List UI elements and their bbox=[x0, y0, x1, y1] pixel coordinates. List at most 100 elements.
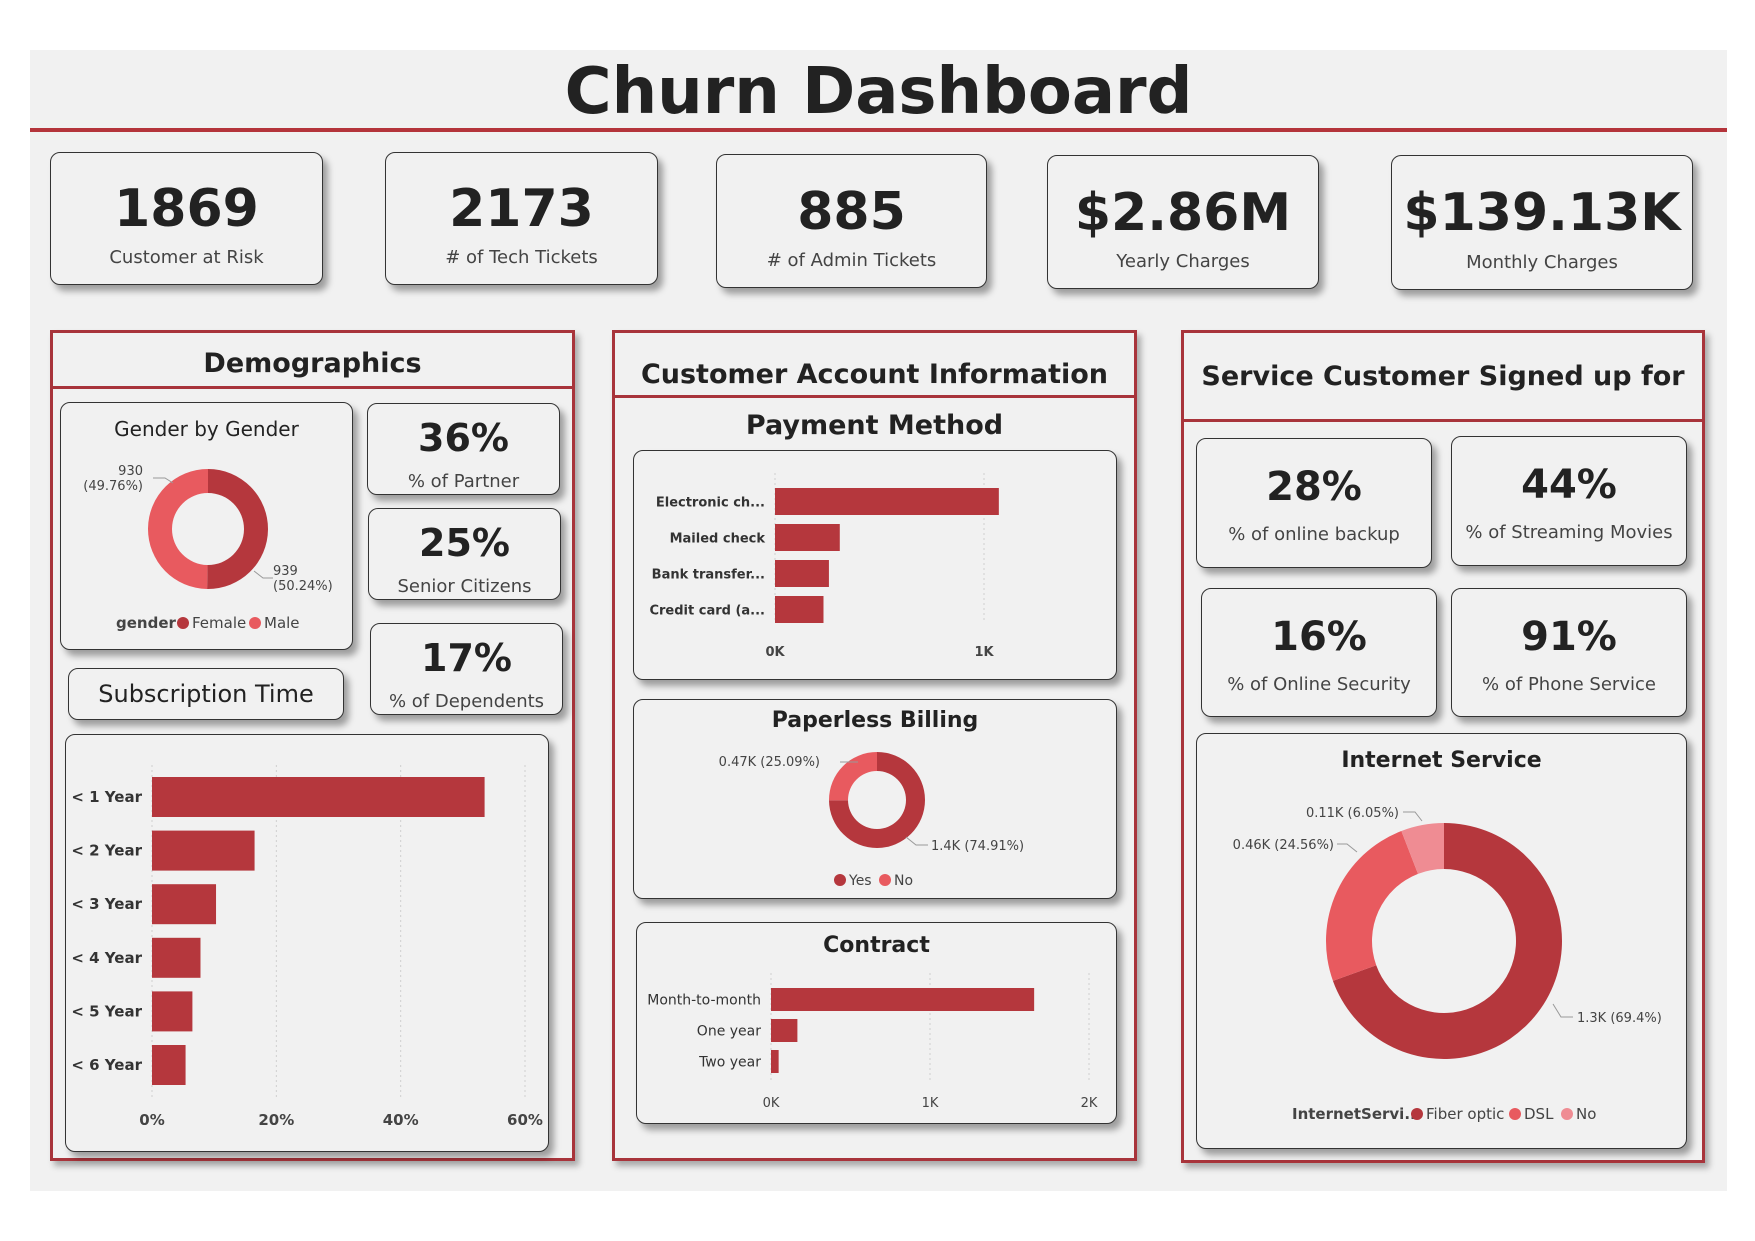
page-title: Churn Dashboard bbox=[564, 55, 1193, 129]
phone-service-stat-card[interactable]: 91% % of Phone Service bbox=[1451, 588, 1687, 717]
services-title: Service Customer Signed up for bbox=[1201, 361, 1685, 392]
section-divider bbox=[615, 395, 1134, 398]
donut-slice-dsl bbox=[1326, 830, 1418, 981]
label-leader bbox=[1552, 1003, 1573, 1018]
legend-label: No bbox=[894, 873, 913, 889]
donut-slice-fiber-optic bbox=[1332, 823, 1562, 1059]
kpi-label: # of Tech Tickets bbox=[445, 247, 598, 268]
bar bbox=[771, 1019, 798, 1042]
legend-marker bbox=[177, 617, 189, 629]
category-label: Credit card (a... bbox=[649, 604, 765, 619]
category-label: One year bbox=[697, 1024, 761, 1040]
category-label: Month-to-month bbox=[647, 993, 761, 1009]
x-tick-label: 20% bbox=[258, 1111, 294, 1129]
stat-value: 44% bbox=[1521, 462, 1617, 508]
stat-value: 17% bbox=[421, 636, 512, 680]
kpi-value: 885 bbox=[797, 182, 906, 242]
donut-slice-yes bbox=[829, 752, 925, 848]
stat-value: 36% bbox=[418, 416, 509, 460]
category-label: Mailed check bbox=[670, 532, 766, 547]
online-security-stat-card[interactable]: 16% % of Online Security bbox=[1201, 588, 1437, 717]
kpi-card-tech-tickets[interactable]: 2173 # of Tech Tickets bbox=[385, 152, 658, 285]
account-section: Customer Account Information Payment Met… bbox=[612, 330, 1137, 1161]
kpi-card-admin-tickets[interactable]: 885 # of Admin Tickets bbox=[716, 154, 987, 288]
account-title: Customer Account Information bbox=[640, 359, 1109, 390]
stat-value: 25% bbox=[419, 521, 510, 565]
x-tick-label: 0K bbox=[763, 1096, 780, 1111]
x-tick-label: 1K bbox=[922, 1096, 939, 1111]
paperless-title: Paperless Billing bbox=[771, 708, 979, 733]
kpi-value: 2173 bbox=[449, 179, 594, 239]
stat-label: % of Online Security bbox=[1227, 674, 1411, 695]
subscription-chart-card[interactable]: 0% 20% 40% 60% < 1 Year < 2 Year < 3 Year < 4 Y… bbox=[65, 734, 549, 1152]
payment-bar-chart: 0K 1K Electronic ch... Mailed check Bank tra… bbox=[649, 473, 999, 660]
online-backup-stat-card[interactable]: 28% % of online backup bbox=[1196, 438, 1432, 568]
contract-chart-card[interactable]: Contract 0K 1K 2K Month-to-month One year Two… bbox=[636, 922, 1117, 1124]
stat-label: % of Streaming Movies bbox=[1465, 522, 1673, 543]
label-leader bbox=[1337, 843, 1358, 853]
kpi-card-customer-at-risk[interactable]: 1869 Customer at Risk bbox=[50, 152, 323, 285]
data-label: 0.11K (6.05%) bbox=[1306, 806, 1399, 821]
payment-chart-card[interactable]: 0K 1K Electronic ch... Mailed check Bank tra… bbox=[633, 450, 1117, 680]
data-label: 1.4K (74.91%) bbox=[931, 839, 1024, 854]
data-label: (49.76%) bbox=[83, 479, 143, 494]
category-label: < 4 Year bbox=[71, 949, 142, 967]
legend-marker bbox=[1509, 1108, 1521, 1120]
legend-label: Male bbox=[264, 614, 300, 632]
bar bbox=[152, 991, 193, 1032]
x-tick-label: 60% bbox=[507, 1111, 543, 1129]
legend-marker bbox=[249, 617, 261, 629]
stat-label: % of online backup bbox=[1228, 524, 1400, 545]
bar bbox=[771, 988, 1035, 1011]
kpi-value: $2.86M bbox=[1074, 183, 1292, 243]
kpi-card-yearly-charges[interactable]: $2.86M Yearly Charges bbox=[1047, 155, 1319, 289]
kpi-value: $139.13K bbox=[1403, 183, 1681, 243]
streaming-movies-stat-card[interactable]: 44% % of Streaming Movies bbox=[1451, 436, 1687, 566]
senior-citizens-stat-card[interactable]: 25% Senior Citizens bbox=[368, 508, 561, 600]
category-label: < 1 Year bbox=[71, 788, 142, 806]
category-label: < 5 Year bbox=[71, 1002, 142, 1020]
kpi-label: Customer at Risk bbox=[109, 247, 264, 268]
legend-label: DSL bbox=[1524, 1105, 1554, 1123]
x-tick-label: 40% bbox=[383, 1111, 419, 1129]
category-label: Two year bbox=[698, 1055, 761, 1071]
legend-title: InternetServi... bbox=[1292, 1105, 1421, 1123]
bar bbox=[152, 937, 201, 978]
data-label: 0.46K (24.56%) bbox=[1233, 838, 1334, 853]
legend-marker bbox=[1561, 1108, 1573, 1120]
demographics-title: Demographics bbox=[203, 348, 422, 379]
x-tick-label: 2K bbox=[1081, 1096, 1098, 1111]
data-label: 930 bbox=[118, 464, 143, 479]
legend-marker bbox=[1411, 1108, 1423, 1120]
donut-slice-female bbox=[207, 469, 268, 589]
stat-label: Senior Citizens bbox=[397, 576, 532, 597]
category-label: < 3 Year bbox=[71, 895, 142, 913]
contract-bar-chart: 0K 1K 2K Month-to-month One year Two year bbox=[647, 973, 1098, 1111]
paperless-chart-card[interactable]: Paperless Billing 0.47K (25.09%) 1.4K (74… bbox=[633, 699, 1117, 899]
stat-value: 28% bbox=[1266, 464, 1362, 510]
internet-service-chart-card[interactable]: Internet Service 1.3K (69.4%) 0.46K (24.5… bbox=[1196, 733, 1687, 1149]
dependents-stat-card[interactable]: 17% % of Dependents bbox=[370, 623, 563, 715]
stat-label: % of Dependents bbox=[388, 691, 545, 712]
donut-slice-no bbox=[829, 752, 877, 801]
category-label: < 6 Year bbox=[71, 1056, 142, 1074]
x-tick-label: 1K bbox=[974, 645, 994, 660]
gender-chart-card[interactable]: Gender by Gender 930 (49.76%) 939 (50.24%) g… bbox=[60, 402, 353, 650]
internet-service-donut-chart: 1.3K (69.4%) 0.46K (24.56%) 0.11K (6.05%) I… bbox=[1233, 806, 1662, 1123]
label-leader bbox=[153, 477, 174, 484]
bar bbox=[775, 524, 840, 551]
bar bbox=[771, 1050, 779, 1073]
stat-label: % of Partner bbox=[407, 471, 520, 492]
category-label: < 2 Year bbox=[71, 842, 142, 860]
data-label: 939 bbox=[273, 564, 298, 579]
kpi-label: Yearly Charges bbox=[1116, 251, 1250, 272]
label-leader bbox=[253, 570, 273, 579]
bar bbox=[152, 884, 217, 925]
partner-stat-card[interactable]: 36% % of Partner bbox=[367, 403, 560, 495]
legend-label: No bbox=[1576, 1105, 1596, 1123]
kpi-card-monthly-charges[interactable]: $139.13K Monthly Charges bbox=[1391, 155, 1693, 290]
internet-service-title: Internet Service bbox=[1341, 748, 1542, 773]
stat-label: % of Phone Service bbox=[1482, 674, 1656, 695]
subscription-bar-chart: 0% 20% 40% 60% < 1 Year < 2 Year < 3 Year < 4 Y… bbox=[71, 765, 543, 1129]
gender-chart-title: Gender by Gender bbox=[114, 417, 299, 441]
